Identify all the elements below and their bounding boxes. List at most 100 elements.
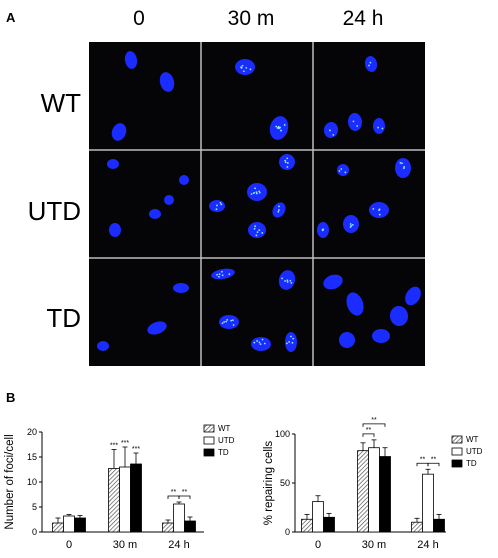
- focus-dot: [399, 161, 402, 164]
- focus-dot: [216, 204, 218, 207]
- significance-bracket: [362, 433, 375, 437]
- focus-dot: [292, 337, 295, 340]
- microscopy-grid: [89, 42, 425, 366]
- legend-swatch-td: [451, 459, 463, 468]
- significance-label: ***: [121, 440, 129, 447]
- focus-dot: [288, 341, 291, 343]
- significance-bracket: [362, 423, 386, 427]
- y-tick-label: 50: [280, 478, 290, 488]
- nucleus: [323, 274, 343, 290]
- focus-dot: [378, 213, 381, 216]
- bar-td: [184, 520, 196, 533]
- focus-dot: [279, 126, 282, 129]
- bar-wt: [52, 522, 64, 533]
- bar-wt: [108, 468, 120, 533]
- focus-dot: [368, 64, 370, 67]
- nucleus: [323, 122, 339, 138]
- panel-a-letter: A: [6, 10, 16, 25]
- micro-cell-utd-2: [317, 158, 411, 238]
- significance-label: **: [371, 417, 377, 424]
- nucleus: [149, 209, 161, 219]
- focus-dot: [351, 223, 354, 226]
- bar-wt: [357, 450, 369, 533]
- nucleus: [339, 332, 355, 348]
- legend-swatch-utd: [203, 436, 215, 445]
- micro-cell-wt-0: [111, 51, 175, 141]
- focus-dot: [291, 341, 294, 344]
- focus-dot: [378, 208, 381, 211]
- repairing-chart: 0 50 100% repairing cells 0 30 m 24 h ** ** ** **…: [263, 417, 483, 551]
- focus-dot: [286, 166, 289, 168]
- nucleus: [405, 286, 421, 306]
- focus-dot: [261, 232, 264, 234]
- bar-td: [323, 516, 335, 533]
- focus-dot: [289, 279, 292, 282]
- focus-dot: [255, 192, 258, 195]
- focus-dot: [278, 209, 280, 211]
- focus-dot: [350, 224, 353, 227]
- focus-dot: [280, 129, 282, 132]
- column-header-30m: 30 m: [227, 7, 275, 30]
- significance-label: ***: [132, 446, 140, 453]
- focus-dot: [220, 203, 223, 206]
- focus-dot: [232, 324, 235, 326]
- focus-dot: [263, 342, 266, 345]
- bar-wt: [162, 522, 174, 533]
- nucleus: [159, 72, 175, 92]
- focus-dot: [281, 277, 283, 280]
- bar-td: [379, 456, 391, 533]
- micro-cell-td-0: [97, 283, 189, 351]
- focus-dot: [256, 231, 259, 234]
- focus-dot: [352, 120, 355, 123]
- nucleus: [337, 164, 349, 176]
- nucleus: [346, 292, 364, 316]
- y-tick-label: 100: [275, 429, 290, 439]
- nucleus: [124, 51, 138, 69]
- focus-dot: [256, 340, 259, 342]
- focus-dot: [344, 171, 347, 174]
- focus-dot: [253, 191, 255, 194]
- focus-dot: [258, 229, 261, 231]
- focus-dot: [232, 319, 234, 322]
- focus-dot: [228, 273, 231, 276]
- nucleus: [109, 223, 121, 237]
- focus-dot: [402, 167, 405, 170]
- bar-utd: [312, 501, 324, 533]
- bar-td: [130, 463, 142, 533]
- nucleus: [219, 315, 239, 329]
- nucleus: [285, 332, 297, 352]
- significance-bracket: [178, 495, 191, 499]
- y-tick-label: 0: [32, 527, 37, 537]
- nucleus: [372, 329, 390, 343]
- nucleus: [235, 59, 255, 75]
- focus-dot: [349, 223, 352, 225]
- focus-dot: [245, 67, 248, 69]
- x-tick-label: 24 h: [417, 539, 438, 551]
- column-header-24h: 24 h: [342, 7, 384, 30]
- y-tick-label: 0: [285, 527, 290, 537]
- nucleus: [164, 195, 174, 205]
- nucleus: [147, 321, 167, 335]
- significance-label: **: [420, 456, 426, 463]
- focus-dot: [223, 321, 225, 323]
- focus-dot: [249, 68, 252, 71]
- nucleus: [389, 306, 409, 326]
- x-tick-label: 24 h: [168, 539, 189, 551]
- significance-label: **: [431, 456, 437, 463]
- focus-dot: [218, 275, 220, 278]
- micro-cell-td-2: [323, 274, 421, 348]
- focus-dot: [321, 229, 324, 232]
- bar-wt: [411, 521, 423, 533]
- micro-cell-wt-2: [323, 56, 385, 138]
- nucleus: [279, 154, 295, 170]
- significance-label: **: [182, 489, 188, 496]
- nucleus: [179, 175, 189, 185]
- focus-dot: [220, 270, 223, 273]
- bar-utd: [422, 473, 434, 533]
- focus-dot: [290, 281, 293, 284]
- focus-dot: [276, 127, 279, 129]
- significance-label: **: [366, 427, 372, 434]
- nucleus: [111, 123, 127, 141]
- row-header-td: TD: [46, 303, 81, 333]
- focus-dot: [284, 161, 287, 164]
